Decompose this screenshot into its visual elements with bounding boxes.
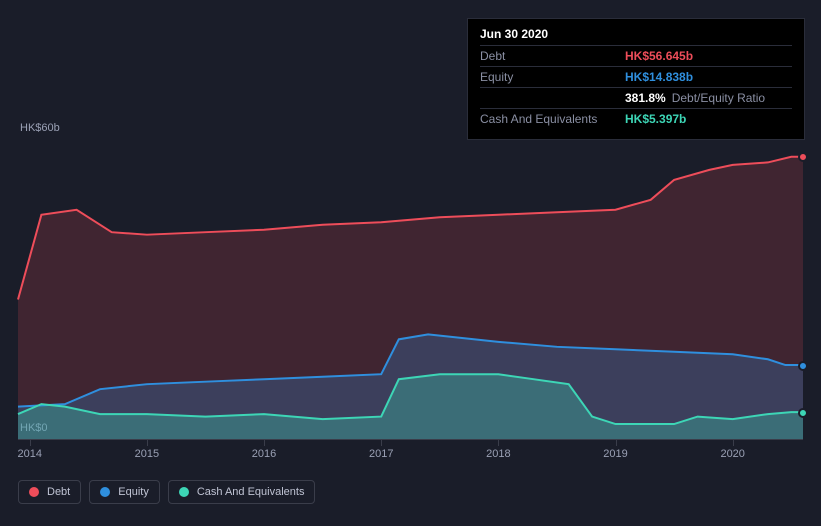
legend-swatch <box>179 487 189 497</box>
legend-label: Cash And Equivalents <box>197 486 305 498</box>
tooltip-row: 381.8% Debt/Equity Ratio <box>480 87 792 108</box>
x-tick <box>30 440 31 446</box>
x-tick <box>733 440 734 446</box>
tooltip-value: HK$14.838b <box>625 70 693 84</box>
marker-cash <box>798 408 808 418</box>
x-axis-label: 2017 <box>369 448 393 460</box>
tooltip-value: HK$5.397b <box>625 112 686 126</box>
tooltip-value: HK$56.645b <box>625 49 693 63</box>
tooltip-row: DebtHK$56.645b <box>480 45 792 66</box>
tooltip-value: 381.8% <box>625 91 666 105</box>
x-axis-label: 2020 <box>720 448 744 460</box>
tooltip-title: Jun 30 2020 <box>480 27 792 41</box>
x-axis-label: 2014 <box>17 448 41 460</box>
y-axis-label-max: HK$60b <box>20 122 60 134</box>
x-axis-label: 2016 <box>252 448 276 460</box>
tooltip-row: Cash And EquivalentsHK$5.397b <box>480 108 792 129</box>
x-tick <box>264 440 265 446</box>
tooltip-label <box>480 91 625 105</box>
x-axis: 2014 2015 2016 2017 2018 2019 2020 <box>18 448 803 468</box>
legend-label: Debt <box>47 486 70 498</box>
chart-plot-area <box>18 140 803 440</box>
x-tick <box>616 440 617 446</box>
marker-equity <box>798 361 808 371</box>
x-tick <box>147 440 148 446</box>
legend-swatch <box>29 487 39 497</box>
x-axis-label: 2018 <box>486 448 510 460</box>
legend-swatch <box>100 487 110 497</box>
tooltip-extra: Debt/Equity Ratio <box>672 91 765 105</box>
legend-label: Equity <box>118 486 149 498</box>
chart-tooltip: Jun 30 2020 DebtHK$56.645bEquityHK$14.83… <box>467 18 805 140</box>
tooltip-label: Debt <box>480 49 625 63</box>
legend-item-cash-and-equivalents[interactable]: Cash And Equivalents <box>168 480 316 504</box>
tooltip-label: Equity <box>480 70 625 84</box>
x-tick <box>498 440 499 446</box>
x-axis-label: 2019 <box>603 448 627 460</box>
legend-item-equity[interactable]: Equity <box>89 480 160 504</box>
chart-legend: Debt Equity Cash And Equivalents <box>18 480 315 504</box>
legend-item-debt[interactable]: Debt <box>18 480 81 504</box>
marker-debt <box>798 152 808 162</box>
tooltip-row: EquityHK$14.838b <box>480 66 792 87</box>
chart-svg <box>18 140 803 439</box>
x-tick <box>381 440 382 446</box>
x-axis-label: 2015 <box>135 448 159 460</box>
tooltip-label: Cash And Equivalents <box>480 112 625 126</box>
